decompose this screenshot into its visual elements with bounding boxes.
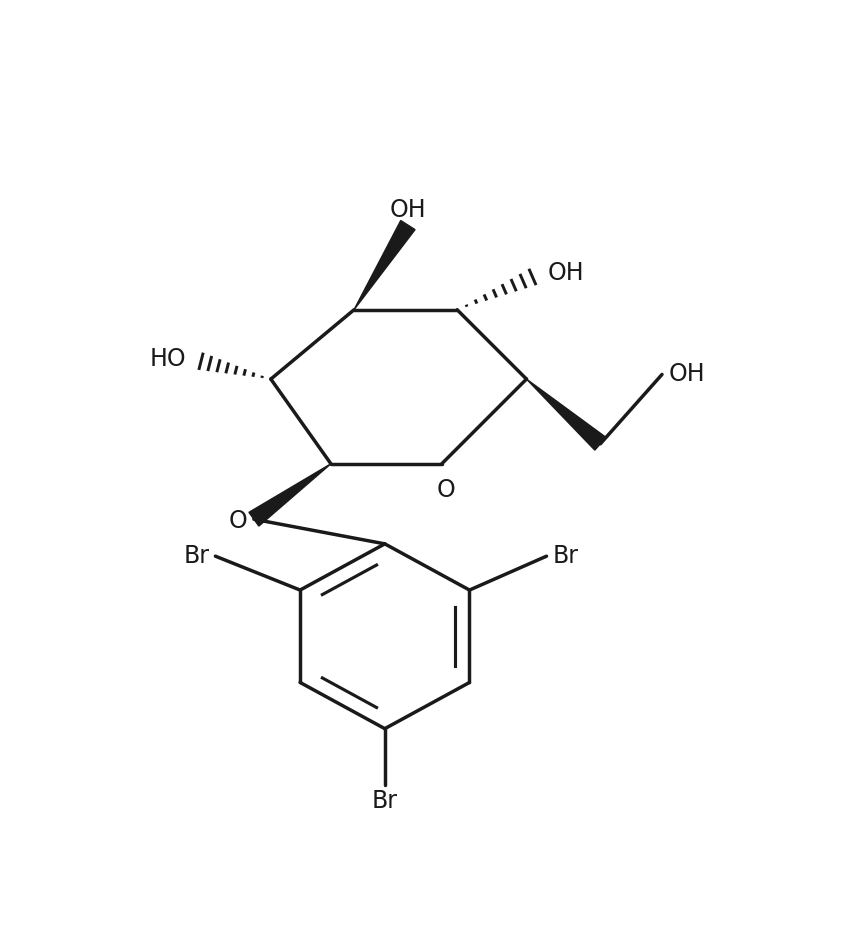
Text: Br: Br: [553, 544, 579, 569]
Text: OH: OH: [548, 261, 585, 285]
Text: O: O: [437, 478, 455, 502]
Polygon shape: [354, 220, 415, 310]
Text: Br: Br: [183, 544, 209, 569]
Text: Br: Br: [372, 790, 398, 813]
Polygon shape: [526, 379, 606, 450]
Polygon shape: [249, 464, 331, 526]
Text: OH: OH: [389, 198, 426, 222]
Text: HO: HO: [150, 347, 186, 371]
Text: O: O: [229, 508, 247, 532]
Text: OH: OH: [669, 362, 704, 386]
